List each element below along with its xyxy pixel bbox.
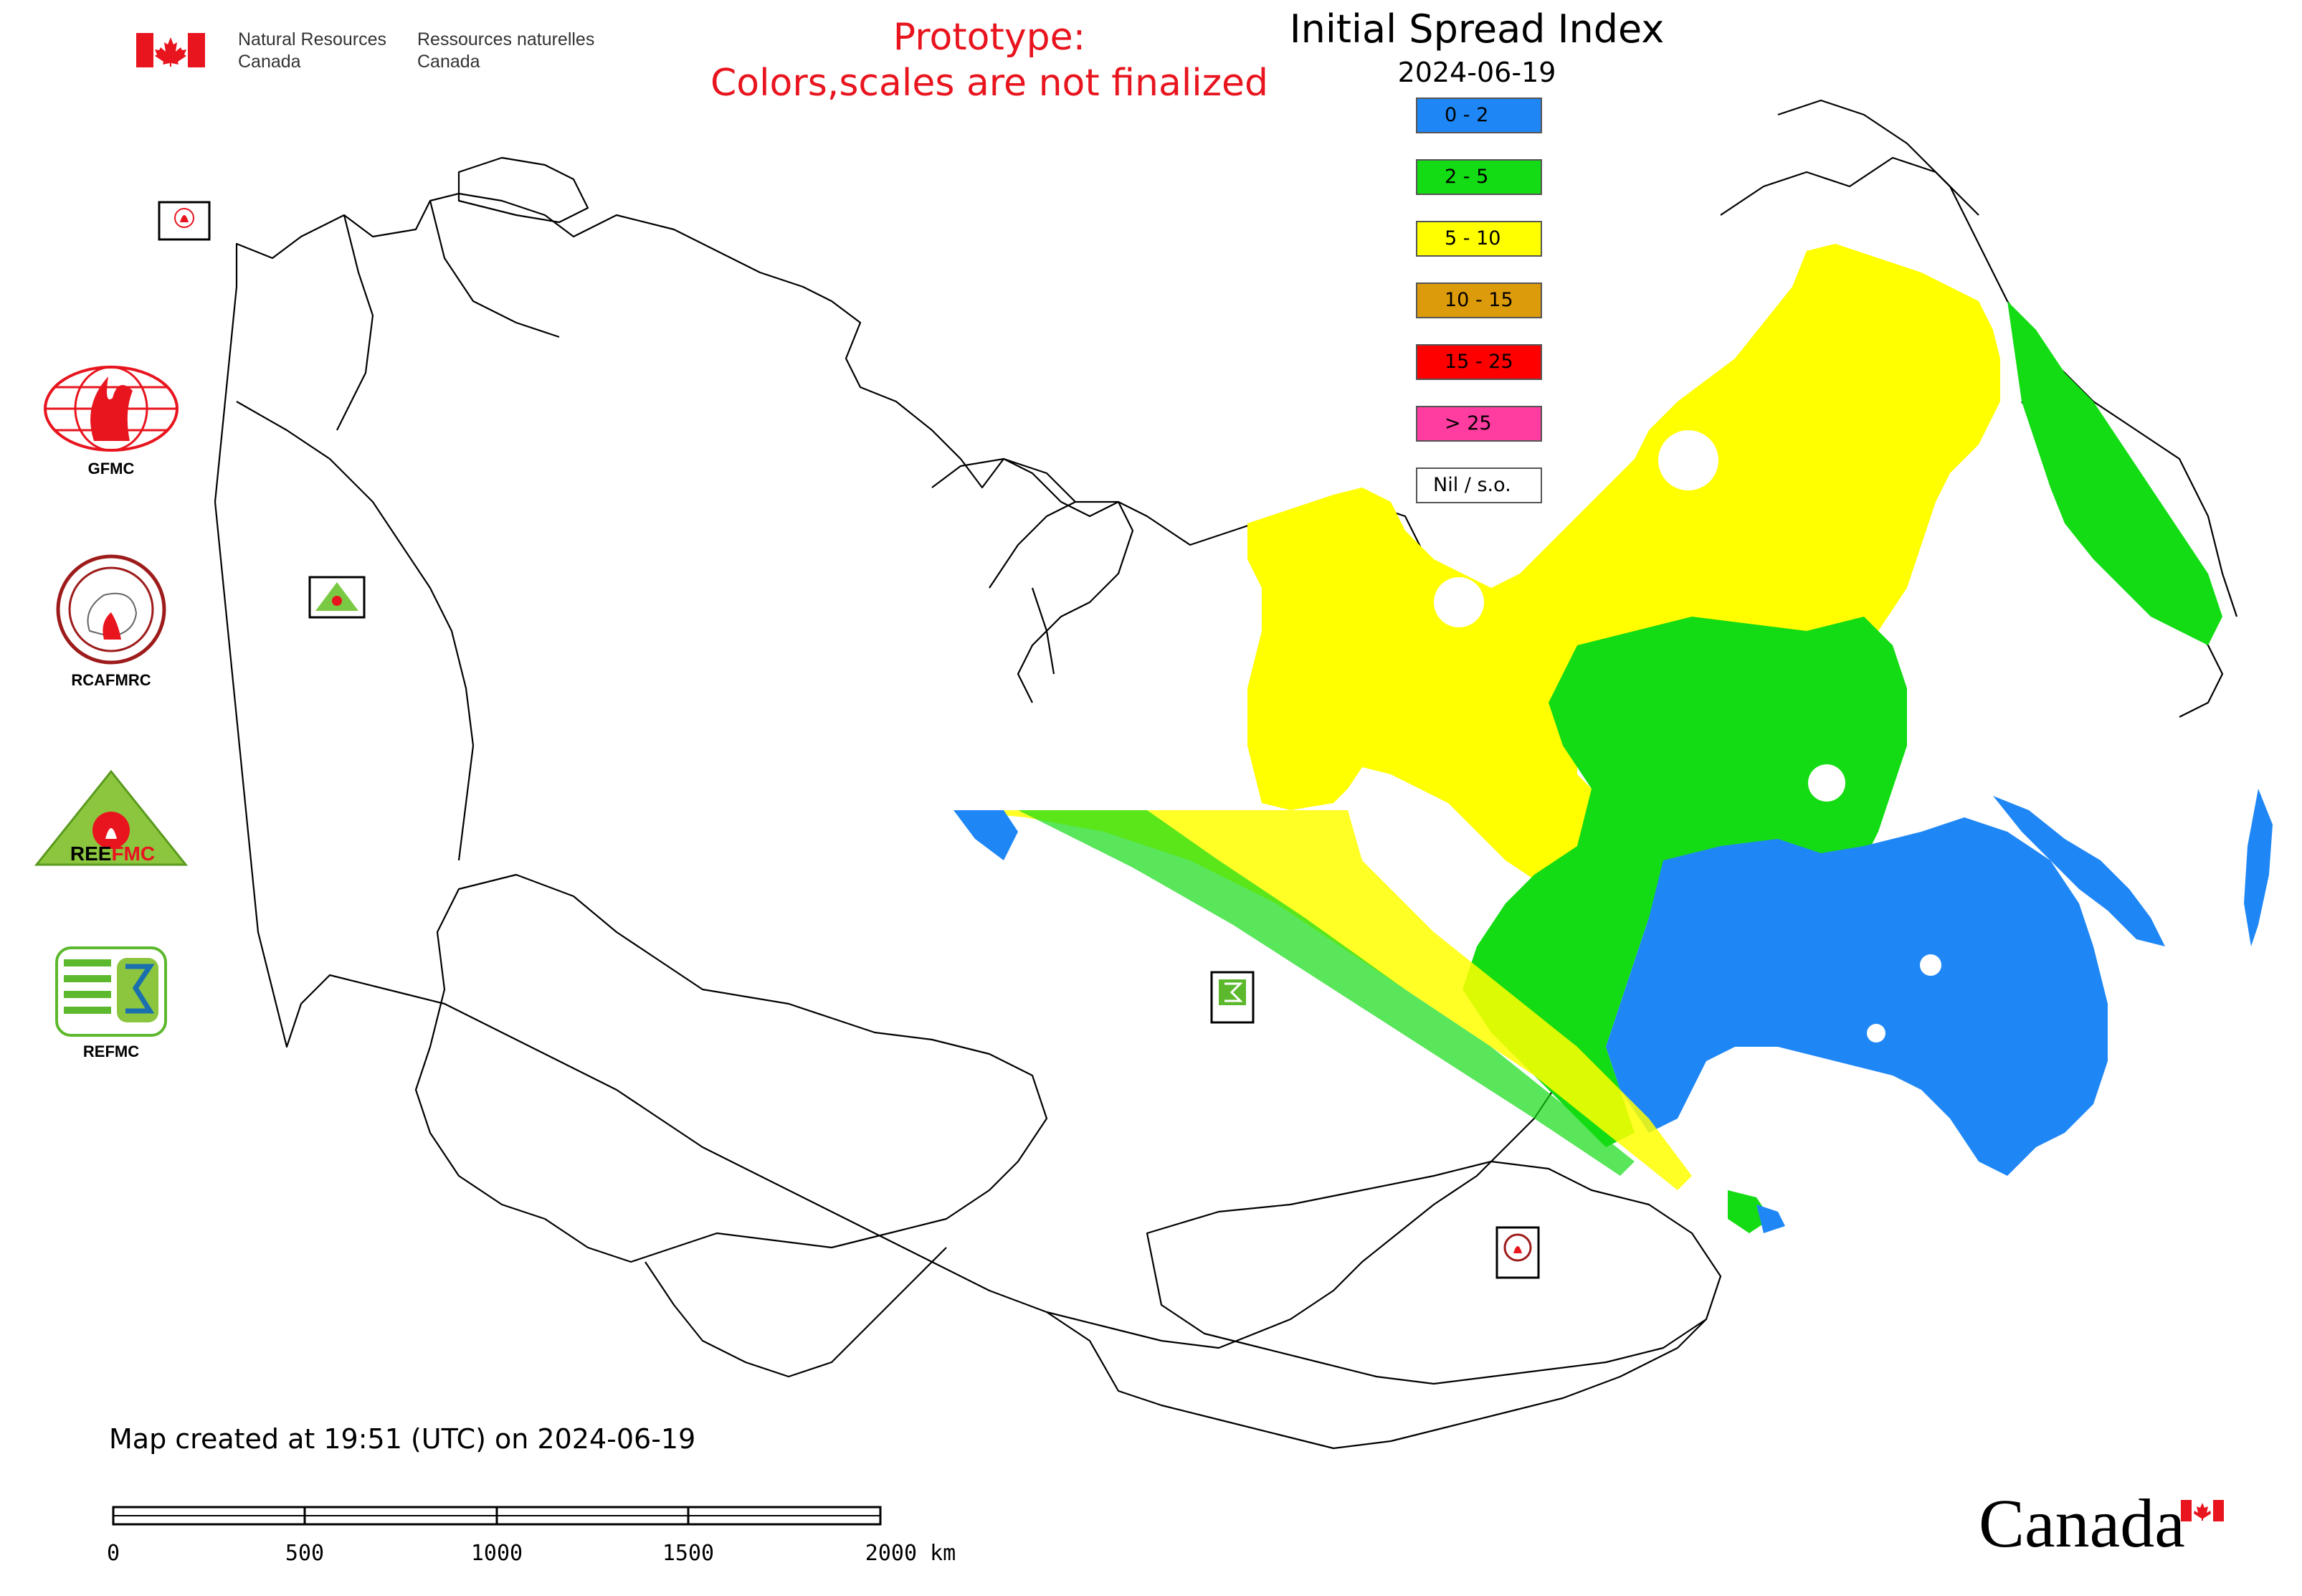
rcafmrc-logo[interactable]: RCAFMRC bbox=[29, 552, 194, 690]
prototype-notice: Prototype: Colors,scales are not finaliz… bbox=[631, 14, 1348, 106]
notice-line1: Prototype: bbox=[893, 16, 1086, 59]
scale-tick-label: 2000 km bbox=[865, 1541, 956, 1566]
refmc-label: REFMC bbox=[82, 1042, 140, 1060]
legend-label: 15 - 25 bbox=[1445, 351, 1513, 373]
reefmc-marker-icon[interactable] bbox=[308, 576, 366, 619]
central-asia-outline bbox=[645, 1247, 947, 1378]
china-outline bbox=[1046, 1311, 1707, 1450]
refmc-marker-icon[interactable] bbox=[1210, 971, 1255, 1024]
chukotka-outline bbox=[1720, 156, 1979, 216]
canada-wordmark: Canada bbox=[1979, 1484, 2185, 1563]
isi-class-0-2-south bbox=[1756, 1205, 1785, 1233]
legend-item-10-15: 10 - 15 bbox=[1416, 282, 1542, 318]
west-border-outline bbox=[236, 401, 475, 861]
legend-item-2-5: 2 - 5 bbox=[1416, 159, 1542, 195]
mongolia-outline bbox=[1146, 1160, 1722, 1385]
svg-text:REEFMC: REEFMC bbox=[70, 842, 155, 865]
isi-class-5-10-area bbox=[1247, 244, 2000, 889]
legend-label: Nil / s.o. bbox=[1433, 474, 1511, 496]
nil-hole bbox=[1434, 577, 1484, 627]
scale-tick-label: 1500 bbox=[662, 1541, 714, 1566]
internal-border-2 bbox=[429, 200, 560, 338]
refmc-logo[interactable]: REFMC bbox=[29, 945, 194, 1061]
isi-class-0-2-east-lake bbox=[1993, 796, 2165, 946]
legend-label: 5 - 10 bbox=[1445, 227, 1501, 250]
gfmc-logo[interactable]: GFMC bbox=[29, 362, 194, 478]
isi-class-0-2-sakhalin bbox=[2244, 789, 2273, 946]
isi-class-0-2-area bbox=[1606, 817, 2108, 1176]
kazakhstan-outline bbox=[414, 873, 1048, 1263]
dept-en-line2: Canada bbox=[238, 52, 301, 72]
wordmark-flag-icon bbox=[2181, 1500, 2224, 1521]
scale-tick-label: 0 bbox=[107, 1541, 120, 1566]
legend-label: 0 - 2 bbox=[1445, 104, 1489, 126]
legend-item-5-10: 5 - 10 bbox=[1416, 221, 1542, 257]
legend-item-nil: Nil / s.o. bbox=[1416, 467, 1542, 503]
nil-hole bbox=[1658, 430, 1718, 490]
map-title: Initial Spread Index bbox=[1289, 6, 1665, 52]
dept-name-en: Natural Resources Canada bbox=[238, 29, 386, 73]
arctic-islands-outline bbox=[931, 457, 1134, 703]
scale-tick-label: 1000 bbox=[471, 1541, 523, 1566]
isi-streak-green bbox=[1018, 810, 1635, 1176]
reefmc-triangle-logo: REEFMC bbox=[34, 769, 189, 866]
rcafmrc-label: RCAFMRC bbox=[71, 671, 151, 689]
dept-fr-line1: Ressources naturelles bbox=[417, 29, 595, 49]
map-created-timestamp: Map created at 19:51 (UTC) on 2024-06-19 bbox=[109, 1423, 696, 1455]
map-date: 2024-06-19 bbox=[1397, 57, 1556, 88]
nil-hole bbox=[1920, 954, 1941, 976]
novaya-zemlya-outline bbox=[989, 501, 1076, 675]
refmc-sigma-logo bbox=[55, 946, 167, 1037]
nil-holes bbox=[1434, 430, 2107, 1137]
legend-item-0-2: 0 - 2 bbox=[1416, 98, 1542, 133]
nil-hole bbox=[1867, 1024, 1885, 1042]
dept-en-line1: Natural Resources bbox=[238, 29, 387, 49]
nil-hole bbox=[2088, 1118, 2107, 1137]
dept-fr-line2: Canada bbox=[417, 52, 480, 72]
nil-hole bbox=[1808, 764, 1845, 802]
internal-border-1 bbox=[336, 214, 374, 431]
isi-raster bbox=[953, 244, 2273, 1233]
kola-peninsula-outline bbox=[457, 156, 589, 224]
dept-name-fr: Ressources naturelles Canada bbox=[417, 29, 594, 73]
notice-line2: Colors,scales are not finalized bbox=[710, 62, 1269, 105]
legend-item-over-25: > 25 bbox=[1416, 406, 1542, 442]
isi-streak-band bbox=[953, 810, 1692, 1190]
isi-class-2-5-south bbox=[1728, 1190, 1771, 1233]
legend-item-15-25: 15 - 25 bbox=[1416, 344, 1542, 380]
rcafmrc-marker-icon[interactable] bbox=[1495, 1226, 1540, 1279]
gfmc-marker-icon[interactable] bbox=[158, 201, 211, 241]
nil-hole bbox=[1693, 1111, 1715, 1133]
gfmc-globe-fire-icon bbox=[44, 366, 179, 452]
canada-wordmark-text: Canada bbox=[1979, 1485, 2185, 1562]
center-markers bbox=[158, 201, 1540, 1279]
isi-class-2-5-kamchatka bbox=[2007, 301, 2222, 645]
legend-label: 2 - 5 bbox=[1445, 166, 1489, 188]
scale-tick-label: 500 bbox=[285, 1541, 324, 1566]
legend-label: > 25 bbox=[1445, 412, 1492, 434]
government-signature: Natural Resources Canada Ressources natu… bbox=[136, 29, 624, 79]
scale-bar: 0 500 1000 1500 2000 km bbox=[107, 1506, 956, 1566]
rcafmrc-seal-icon bbox=[56, 554, 166, 665]
canada-flag-icon bbox=[136, 33, 205, 67]
gfmc-label: GFMC bbox=[87, 460, 135, 478]
isi-streak-blue bbox=[953, 810, 1018, 860]
reefmc-logo[interactable]: REEFMC bbox=[29, 767, 194, 879]
legend-label: 10 - 15 bbox=[1445, 289, 1513, 311]
